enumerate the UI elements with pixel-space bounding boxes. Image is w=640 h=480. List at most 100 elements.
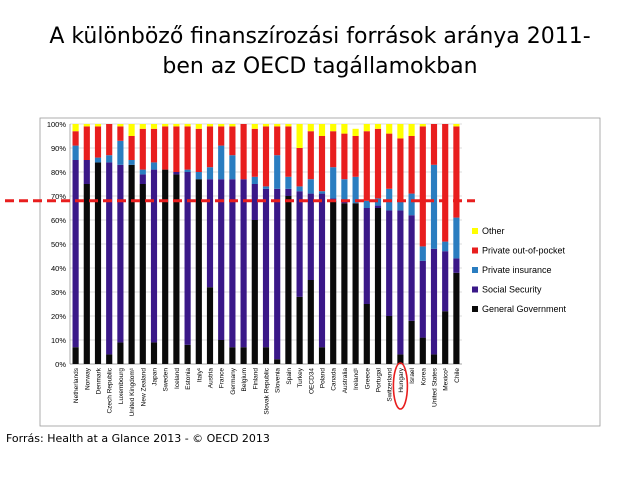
bar-segment bbox=[83, 126, 90, 160]
y-tick-label: 0% bbox=[55, 360, 66, 369]
x-tick-label: Czech Republic bbox=[107, 367, 114, 413]
bar-segment bbox=[173, 172, 180, 175]
slide-title-line-1: A különböző finanszírozási források arán… bbox=[49, 24, 591, 49]
x-tick-label: Ireland¹ bbox=[353, 367, 360, 390]
bar-segment bbox=[318, 191, 326, 194]
bar-segment bbox=[117, 342, 124, 364]
bar-segment bbox=[363, 200, 370, 208]
bar-segment bbox=[318, 136, 326, 192]
slide-title: A különböző finanszírozási források arán… bbox=[0, 22, 640, 82]
bar-segment bbox=[430, 164, 438, 249]
bar-segment bbox=[374, 128, 382, 199]
bar-segment bbox=[296, 296, 303, 364]
x-tick-label: Estonia bbox=[185, 368, 192, 390]
bar-segment bbox=[206, 287, 214, 364]
bar-segment bbox=[128, 124, 135, 136]
bar-segment bbox=[408, 215, 415, 321]
bar-segment bbox=[341, 203, 348, 364]
bar-segment bbox=[94, 126, 102, 158]
bar-segment bbox=[72, 145, 79, 160]
bar-segment bbox=[251, 220, 258, 364]
bar-segment bbox=[128, 160, 135, 165]
y-tick-label: 100% bbox=[47, 120, 67, 129]
y-tick-label: 50% bbox=[51, 240, 66, 249]
bar-segment bbox=[106, 124, 113, 156]
bar-segment bbox=[218, 340, 225, 364]
bar-segment bbox=[341, 179, 348, 201]
bar-segment bbox=[251, 176, 258, 184]
bar-segment bbox=[195, 179, 202, 364]
bar-segment bbox=[430, 124, 438, 165]
x-tick-label: Chile bbox=[454, 368, 461, 383]
bar-segment bbox=[386, 124, 393, 134]
bar-segment bbox=[442, 241, 449, 252]
x-tick-label: Italy¹ bbox=[196, 367, 203, 382]
bar-segment bbox=[173, 126, 180, 172]
bar-segment bbox=[285, 126, 292, 177]
bar-segment bbox=[218, 179, 225, 340]
bar-segment bbox=[72, 160, 79, 348]
bar-segment bbox=[139, 184, 146, 364]
bar-segment bbox=[195, 124, 202, 129]
bar-segment bbox=[274, 124, 281, 127]
bar-segment bbox=[184, 169, 191, 172]
bar-segment bbox=[453, 272, 460, 364]
x-tick-label: Australia bbox=[342, 368, 349, 394]
bar-segment bbox=[83, 184, 90, 364]
x-tick-label: Hungary bbox=[398, 367, 405, 392]
bar-segment bbox=[218, 145, 225, 180]
x-tick-label: Greece bbox=[364, 368, 371, 390]
bar-segment bbox=[195, 172, 202, 180]
bar-segment bbox=[162, 169, 169, 364]
bar-segment bbox=[363, 124, 370, 132]
bar-segment bbox=[285, 124, 292, 127]
bar-segment bbox=[262, 186, 270, 189]
bar-segment bbox=[408, 124, 415, 136]
chart-legend: Other Private out-of-pocket Private insura… bbox=[472, 226, 567, 314]
bar-segment bbox=[274, 359, 281, 364]
bar-segment bbox=[296, 186, 303, 192]
bar-segment bbox=[442, 124, 449, 242]
x-tick-label: Slovak Republic bbox=[264, 367, 271, 414]
bar-segment bbox=[419, 260, 426, 338]
bar-segment bbox=[162, 126, 169, 170]
bar-segment bbox=[274, 188, 281, 360]
bar-segment bbox=[240, 347, 247, 364]
bar-segment bbox=[307, 179, 314, 194]
bar-segment bbox=[408, 193, 415, 216]
bar-segment bbox=[229, 155, 236, 180]
x-tick-label: Turkey bbox=[297, 367, 304, 387]
bar-segment bbox=[150, 169, 158, 343]
bar-segment bbox=[184, 124, 191, 127]
bar-segment bbox=[274, 155, 281, 189]
x-tick-label: Germany bbox=[230, 367, 237, 394]
bar-segment bbox=[94, 162, 102, 364]
bar-segment bbox=[352, 176, 359, 204]
bar-segment bbox=[363, 208, 370, 304]
bar-segment bbox=[397, 210, 404, 355]
y-tick-label: 90% bbox=[51, 144, 66, 153]
legend-label: General Government bbox=[482, 304, 567, 314]
bar-segment bbox=[341, 124, 348, 134]
bar-segment bbox=[218, 126, 225, 146]
x-tick-label: Slovenia bbox=[275, 368, 282, 393]
bar-segment bbox=[374, 198, 382, 206]
x-axis-labels: Netherlands Norway Denmark Czech Republic Lu… bbox=[73, 367, 461, 416]
x-tick-label: OECD34 bbox=[308, 368, 315, 394]
bar-segment bbox=[386, 133, 393, 189]
bar-segment bbox=[330, 131, 337, 168]
legend-swatch bbox=[472, 247, 478, 254]
bar-segment bbox=[72, 131, 79, 146]
bar-segment bbox=[150, 128, 158, 163]
bar-segment bbox=[374, 205, 382, 208]
bar-segment bbox=[307, 193, 314, 280]
bar-segment bbox=[386, 210, 393, 316]
chart-annotations bbox=[5, 199, 475, 410]
y-tick-label: 60% bbox=[51, 216, 66, 225]
bar-segment bbox=[139, 174, 146, 184]
bar-segment bbox=[229, 179, 236, 348]
bar-segment bbox=[408, 136, 415, 194]
bar-segment bbox=[206, 179, 214, 288]
bar-segment bbox=[184, 172, 191, 345]
